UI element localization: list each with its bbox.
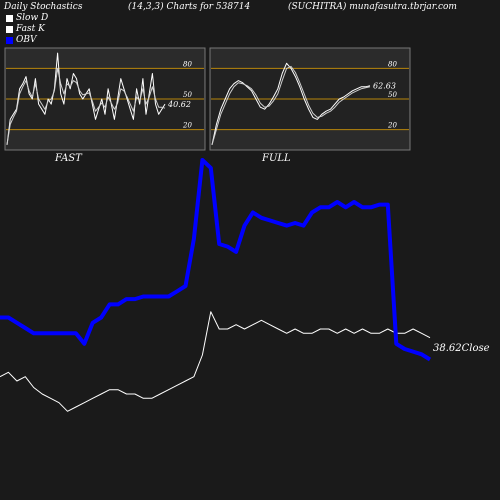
fast-series-line-1 xyxy=(6,67,166,145)
obv-line xyxy=(0,158,432,362)
full-ytick-20: 20 xyxy=(387,122,397,130)
full-ytick-50: 50 xyxy=(388,91,397,99)
legend-swatch-fast-k xyxy=(6,25,13,33)
legend-fast-k: Fast K xyxy=(6,24,45,34)
legend-swatch-obv xyxy=(6,36,13,44)
fast-last-value-label: 40.62 xyxy=(167,100,191,109)
legend-slow-d: Slow D xyxy=(6,13,48,23)
full-ytick-80: 80 xyxy=(388,60,397,68)
close-price-line xyxy=(0,311,431,412)
full-panel-title: FULL xyxy=(262,153,291,164)
header-right: (SUCHITRA) munafasutra.tbrjar.com xyxy=(288,2,457,12)
header-left: Daily Stochastics xyxy=(4,2,83,12)
fast-panel-title: FAST xyxy=(55,153,82,164)
legend-label-fast-k: Fast K xyxy=(16,24,45,34)
fast-ytick-50: 50 xyxy=(183,91,192,99)
full-series-line-1 xyxy=(211,65,371,146)
close-value-label: 38.62Close xyxy=(433,343,490,354)
full-last-value-label: 62.63 xyxy=(373,82,396,91)
legend-obv: OBV xyxy=(6,35,37,45)
header-center: (14,3,3) Charts for 538714 xyxy=(128,2,251,12)
full-series-line-0 xyxy=(211,62,371,146)
legend-label-obv: OBV xyxy=(16,35,37,45)
fast-ytick-20: 20 xyxy=(182,122,192,130)
legend-label-slow-d: Slow D xyxy=(16,13,49,23)
fast-ytick-80: 80 xyxy=(183,60,192,68)
legend-swatch-slow-d xyxy=(6,14,13,22)
